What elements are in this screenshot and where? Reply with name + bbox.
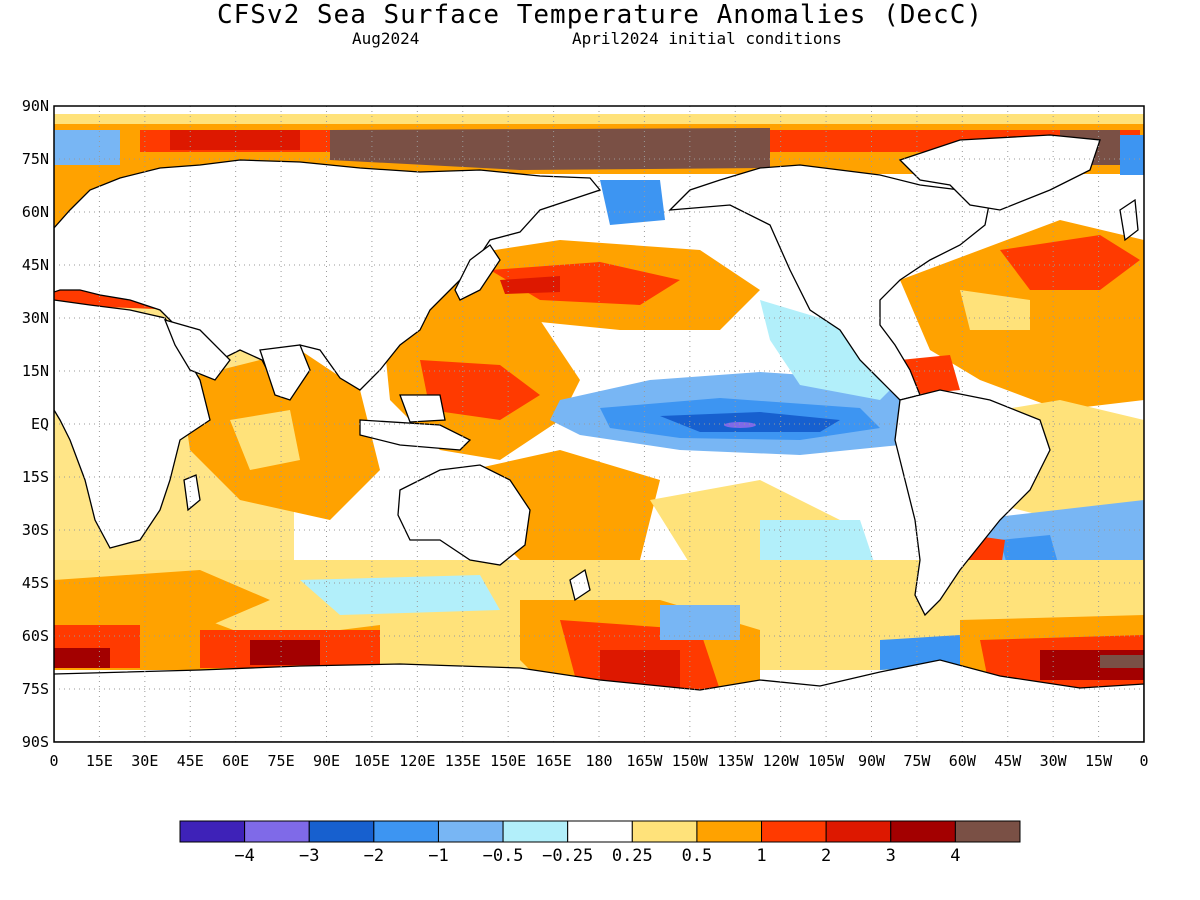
lat-tick-label: 30S bbox=[22, 521, 49, 539]
lat-tick-label: 45N bbox=[22, 256, 49, 274]
colorbar-swatch bbox=[761, 820, 827, 843]
lon-tick-label: 135W bbox=[717, 752, 754, 770]
lon-tick-label: 75W bbox=[903, 752, 931, 770]
lat-tick-label: 15S bbox=[22, 468, 49, 486]
lon-tick-label: 90W bbox=[858, 752, 886, 770]
lon-tick-label: 30W bbox=[1040, 752, 1068, 770]
lon-tick-label: 30E bbox=[131, 752, 158, 770]
colorbar-swatch bbox=[373, 820, 439, 843]
new-zealand bbox=[569, 568, 591, 602]
lon-tick-label: 165E bbox=[536, 752, 572, 770]
lat-tick-label: 60S bbox=[22, 627, 49, 645]
lat-tick-label: 75S bbox=[22, 680, 49, 698]
lon-tick-label: 60E bbox=[222, 752, 249, 770]
graticule bbox=[54, 106, 1144, 742]
lon-tick-label: 45W bbox=[994, 752, 1022, 770]
madagascar bbox=[183, 474, 201, 512]
colorbar-label: −3 bbox=[299, 846, 319, 866]
indonesia bbox=[359, 419, 472, 451]
lon-tick-label: 135E bbox=[445, 752, 481, 770]
japan bbox=[454, 244, 501, 301]
lon-tick-label: 105E bbox=[354, 752, 390, 770]
lat-tick-label: 45S bbox=[22, 574, 49, 592]
colorbar-label: 0.5 bbox=[682, 846, 713, 866]
lon-tick-label: 150E bbox=[490, 752, 526, 770]
colorbar-swatch bbox=[567, 820, 633, 843]
colorbar-swatch bbox=[890, 820, 956, 843]
colorbar-label: −1 bbox=[428, 846, 448, 866]
lon-tick-label: 45E bbox=[177, 752, 204, 770]
colorbar-swatch bbox=[631, 820, 698, 843]
africa bbox=[54, 299, 211, 549]
colorbar-swatch bbox=[308, 820, 375, 843]
lon-tick-label: 0 bbox=[49, 752, 58, 770]
lon-tick-label: 180 bbox=[585, 752, 612, 770]
colorbar-swatch bbox=[954, 820, 1021, 843]
map-title: CFSv2 Sea Surface Temperature Anomalies … bbox=[216, 0, 984, 30]
borneo bbox=[399, 394, 446, 423]
lat-tick-label: 90N bbox=[22, 97, 49, 115]
colorbar-swatch bbox=[696, 820, 763, 843]
latitude-axis: 90N 75N 60N 45N 30N 15N EQ 15S 30S 45S 60S 75S 90S bbox=[22, 97, 49, 751]
lon-tick-label: 120W bbox=[763, 752, 800, 770]
lat-tick-label: 60N bbox=[22, 203, 49, 221]
south-america bbox=[894, 389, 1051, 617]
colorbar-label: −4 bbox=[234, 846, 254, 866]
forecast-month: Aug2024 bbox=[352, 29, 420, 48]
colorbar-label: −2 bbox=[364, 846, 384, 866]
colorbar-label: 0.25 bbox=[612, 846, 653, 866]
lat-tick-label: 90S bbox=[22, 733, 49, 751]
longitude-axis: 0 15E 30E 45E 60E 75E 90E 105E 120E 135E 150E 165E 1… bbox=[49, 752, 1148, 770]
colorbar-label: 1 bbox=[756, 846, 766, 866]
india bbox=[259, 344, 311, 401]
north-america bbox=[668, 164, 991, 401]
lon-tick-label: 165W bbox=[626, 752, 663, 770]
colorbar-swatch bbox=[179, 820, 246, 843]
colorbar-label: 3 bbox=[886, 846, 896, 866]
colorbar-label: 2 bbox=[821, 846, 831, 866]
lon-tick-label: 0 bbox=[1139, 752, 1148, 770]
greenland bbox=[898, 134, 1101, 211]
lon-tick-label: 150W bbox=[672, 752, 709, 770]
colorbar-label: −0.5 bbox=[483, 846, 524, 866]
lon-tick-label: 75E bbox=[268, 752, 295, 770]
colorbar-label: −0.25 bbox=[542, 846, 593, 866]
colorbar: −4 −3 −2 −1 −0.5 −0.25 0.25 0.5 1 2 3 4 bbox=[179, 820, 1021, 866]
lon-tick-label: 105W bbox=[808, 752, 845, 770]
arabia bbox=[163, 319, 231, 381]
australia bbox=[397, 464, 531, 566]
colorbar-swatch bbox=[437, 820, 504, 843]
colorbar-label: 4 bbox=[950, 846, 960, 866]
lon-tick-label: 15W bbox=[1085, 752, 1113, 770]
lon-tick-label: 90E bbox=[313, 752, 340, 770]
lat-tick-label: 15N bbox=[22, 362, 49, 380]
initial-conditions-label: April2024 initial conditions bbox=[572, 29, 842, 48]
colorbar-swatch bbox=[502, 820, 569, 843]
map-frame bbox=[53, 105, 1145, 743]
lon-tick-label: 15E bbox=[86, 752, 113, 770]
lat-tick-label: 75N bbox=[22, 150, 49, 168]
anomaly-field bbox=[54, 106, 1144, 742]
colorbar-swatch bbox=[825, 820, 892, 843]
lon-tick-label: 120E bbox=[399, 752, 435, 770]
uk bbox=[1119, 198, 1139, 242]
colorbar-swatch bbox=[244, 820, 310, 843]
lon-tick-label: 60W bbox=[949, 752, 977, 770]
lat-tick-label: 30N bbox=[22, 309, 49, 327]
lat-tick-label: EQ bbox=[31, 415, 49, 433]
